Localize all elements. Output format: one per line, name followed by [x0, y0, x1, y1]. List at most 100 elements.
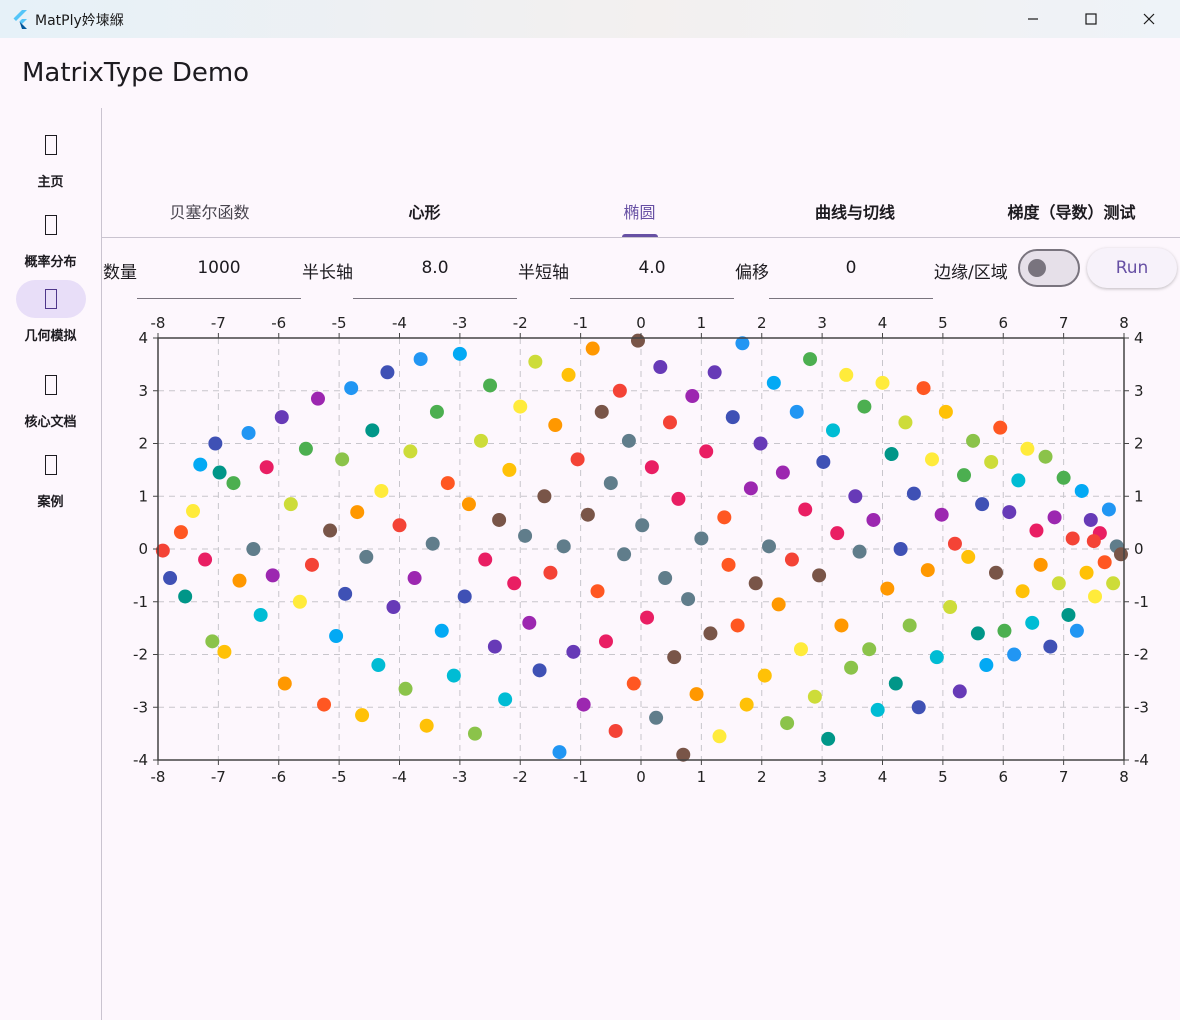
- distribution-icon: [45, 215, 57, 235]
- scatter-point: [365, 423, 380, 438]
- scatter-point: [598, 634, 613, 649]
- scatter-point: [446, 668, 461, 683]
- minimize-icon: [1028, 18, 1038, 20]
- scatter-point: [344, 381, 359, 396]
- edge-region-label: 边缘/区域: [934, 263, 1008, 283]
- scatter-point: [1101, 502, 1116, 517]
- scatter-point: [1029, 523, 1044, 538]
- scatter-point: [186, 504, 201, 519]
- scatter-point: [608, 723, 623, 738]
- scatter-point: [848, 489, 863, 504]
- x-tick-label-bottom: -1: [573, 768, 588, 786]
- close-icon: [1143, 13, 1155, 25]
- y-tick-label-right: -3: [1134, 698, 1149, 716]
- scatter-point: [419, 718, 434, 733]
- y-tick-label-left: 1: [138, 487, 148, 505]
- scatter-point: [947, 536, 962, 551]
- scatter-point: [212, 465, 227, 480]
- rail-item-geometry[interactable]: 几何模拟: [0, 280, 101, 352]
- scatter-point: [929, 650, 944, 665]
- close-button[interactable]: [1120, 0, 1178, 38]
- scatter-point: [839, 367, 854, 382]
- scatter-point: [317, 697, 332, 712]
- scatter-point: [852, 544, 867, 559]
- scatter-point: [205, 634, 220, 649]
- scatter-point: [1043, 639, 1058, 654]
- scatter-point: [590, 584, 605, 599]
- scatter-point: [403, 444, 418, 459]
- scatter-point: [626, 676, 641, 691]
- run-button[interactable]: Run: [1087, 248, 1177, 288]
- scatter-point: [717, 510, 732, 525]
- x-tick-label-bottom: -2: [513, 768, 528, 786]
- scatter-point: [725, 410, 740, 425]
- scatter-point: [513, 399, 528, 414]
- tab-heart[interactable]: 心形: [408, 203, 441, 222]
- count-field[interactable]: 1000: [137, 248, 301, 299]
- window-title: MatPly妗堜緥: [35, 13, 124, 29]
- scatter-point: [452, 346, 467, 361]
- x-tick-label-bottom: -5: [332, 768, 347, 786]
- scatter-point: [253, 607, 268, 622]
- scatter-point: [653, 360, 668, 375]
- tab-curve-tangent[interactable]: 曲线与切线: [814, 203, 895, 222]
- rail-item-label: 核心文档: [24, 415, 77, 430]
- scatter-point: [743, 481, 758, 496]
- scatter-point: [1025, 615, 1040, 630]
- y-tick-label-left: 3: [138, 382, 148, 400]
- scatter-point: [644, 460, 659, 475]
- scatter-point: [888, 676, 903, 691]
- rail-item-home[interactable]: 主页: [0, 126, 101, 198]
- scatter-point: [739, 697, 754, 712]
- maximize-button[interactable]: [1062, 0, 1120, 38]
- scatter-point: [603, 476, 618, 491]
- scatter-point: [925, 452, 940, 467]
- semi-major-field[interactable]: 8.0: [353, 248, 517, 299]
- rail-item-docs[interactable]: 核心文档: [0, 366, 101, 438]
- scatter-point: [1011, 473, 1026, 488]
- scatter-point: [699, 444, 714, 459]
- scatter-point: [880, 581, 895, 596]
- semi-minor-field[interactable]: 4.0: [570, 248, 734, 299]
- tab-bessel[interactable]: 贝塞尔函数: [169, 203, 250, 222]
- tab-indicator: [622, 234, 658, 237]
- scatter-point: [483, 378, 498, 393]
- scatter-point: [241, 425, 256, 440]
- rail-item-examples[interactable]: 案例: [0, 446, 101, 518]
- tab-gradient-test[interactable]: 梯度（导数）测试: [1007, 203, 1136, 222]
- scatter-point: [662, 415, 677, 430]
- scatter-point: [522, 615, 537, 630]
- scatter-point: [1033, 557, 1048, 572]
- minimize-button[interactable]: [1004, 0, 1062, 38]
- examples-icon: [45, 455, 57, 475]
- scatter-point: [1020, 441, 1035, 456]
- scatter-point: [371, 658, 386, 673]
- scatter-point: [825, 423, 840, 438]
- x-tick-label-top: -1: [573, 314, 588, 332]
- scatter-point: [621, 433, 636, 448]
- scatter-point: [537, 489, 552, 504]
- scatter-point: [821, 731, 836, 746]
- scatter-point: [993, 420, 1008, 435]
- scatter-point: [640, 610, 655, 625]
- semi-minor-value: 4.0: [638, 258, 666, 278]
- scatter-point: [834, 618, 849, 633]
- scatter-point: [771, 597, 786, 612]
- switch-thumb: [1028, 259, 1046, 277]
- x-tick-label-top: -7: [211, 314, 226, 332]
- scatter-point: [548, 418, 563, 433]
- tab-ellipse[interactable]: 椭圆: [623, 203, 656, 222]
- offset-field[interactable]: 0: [769, 248, 933, 299]
- edge-region-switch[interactable]: [1018, 249, 1080, 287]
- scatter-point: [440, 476, 455, 491]
- x-tick-label-bottom: -8: [151, 768, 166, 786]
- window-titlebar: MatPly妗堜緥: [0, 0, 1180, 38]
- scatter-point: [434, 623, 449, 638]
- scatter-point: [335, 452, 350, 467]
- scatter-point: [570, 452, 585, 467]
- scatter-point: [875, 375, 890, 390]
- rail-item-distribution[interactable]: 概率分布: [0, 206, 101, 278]
- scatter-point: [178, 589, 193, 604]
- scatter-point: [667, 650, 682, 665]
- scatter-point: [173, 525, 188, 540]
